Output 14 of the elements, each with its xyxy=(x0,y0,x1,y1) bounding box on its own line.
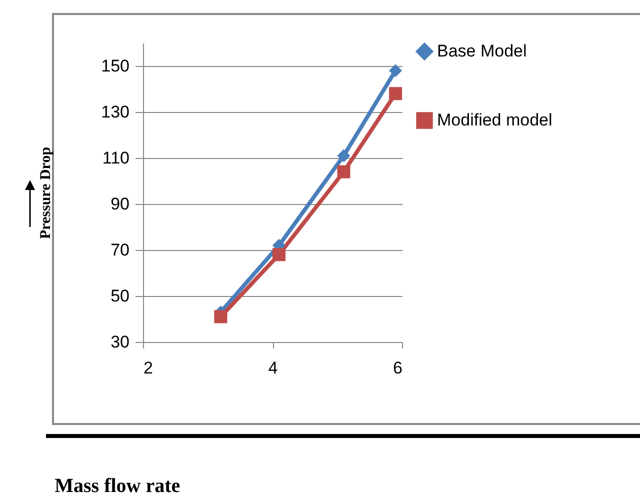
x-tick-label: 6 xyxy=(393,358,402,378)
legend-label: Base Model xyxy=(437,42,527,60)
y-tick-label: 50 xyxy=(110,286,130,306)
y-axis-title: Pressure Drop xyxy=(38,146,54,240)
legend-label: Modified model xyxy=(437,110,552,130)
y-tick-label: 90 xyxy=(110,194,130,214)
y-tick-label: 70 xyxy=(110,240,130,260)
x-axis-title: Mass flow rate xyxy=(54,475,180,497)
y-tick-label: 130 xyxy=(101,102,130,122)
y-tick-label: 150 xyxy=(101,56,130,76)
x-tick-label: 2 xyxy=(144,358,153,378)
x-tick-label: 4 xyxy=(268,358,278,378)
y-tick-label: 30 xyxy=(110,332,130,352)
y-tick-label: 110 xyxy=(102,148,130,168)
